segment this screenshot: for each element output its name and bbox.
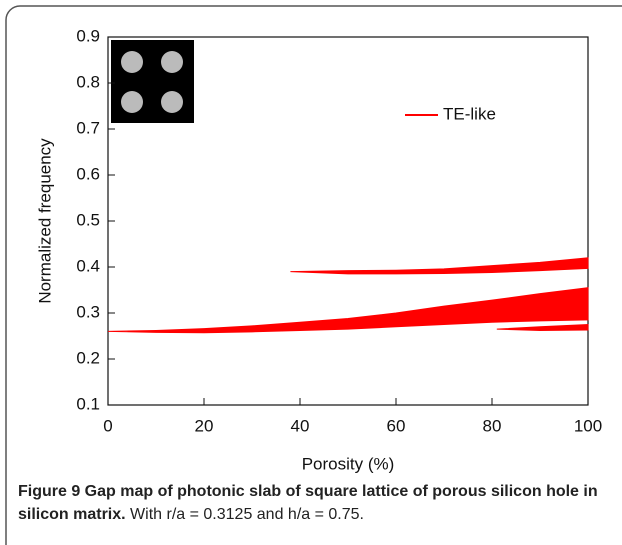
frame	[5, 5, 622, 545]
gap-band	[290, 257, 589, 275]
x-tick-label: 0	[103, 416, 112, 435]
gap-band	[496, 323, 589, 331]
y-tick-label: 0.6	[76, 164, 100, 183]
y-tick-label: 0.2	[76, 348, 100, 367]
y-tick-label: 0.1	[76, 394, 100, 413]
x-tick-label: 100	[574, 416, 602, 435]
y-tick-label: 0.3	[76, 302, 100, 321]
x-tick-label: 80	[483, 416, 502, 435]
x-tick-label: 60	[387, 416, 406, 435]
y-tick-label: 0.9	[76, 26, 100, 45]
caption: Figure 9 Gap map of photonic slab of squ…	[18, 480, 608, 526]
x-axis-label: Porosity (%)	[302, 454, 395, 473]
y-tick-label: 0.8	[76, 72, 100, 91]
x-tick-label: 40	[291, 416, 310, 435]
caption-text: With r/a = 0.3125 and h/a = 0.75.	[130, 506, 364, 523]
legend-label: TE-like	[443, 104, 496, 123]
caption-label: Figure 9 Gap map of photonic slab of squ…	[18, 483, 598, 523]
y-tick-label: 0.4	[76, 256, 100, 275]
x-tick-label: 20	[195, 416, 214, 435]
inset-image	[111, 40, 194, 123]
y-axis-label: Normalized frequency	[35, 138, 54, 304]
y-tick-label: 0.7	[76, 118, 100, 137]
y-tick-label: 0.5	[76, 210, 100, 229]
gap-band	[107, 287, 589, 334]
